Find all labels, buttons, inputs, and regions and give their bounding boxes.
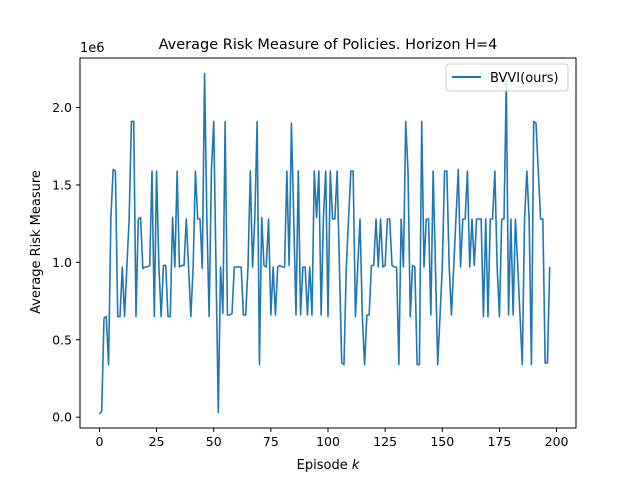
- x-tick-label: 75: [263, 434, 279, 449]
- legend-label: BVVI(ours): [490, 71, 559, 86]
- y-tick-label: 1.0: [52, 255, 72, 270]
- x-axis-label: Episode k: [297, 458, 360, 473]
- x-tick-label: 175: [487, 434, 511, 449]
- y-tick-label: 0.5: [52, 332, 72, 347]
- x-tick-label: 25: [149, 434, 165, 449]
- y-tick-label: 1.5: [52, 177, 72, 192]
- x-tick-label: 0: [95, 434, 103, 449]
- x-tick-label: 100: [316, 434, 340, 449]
- x-tick-label: 125: [373, 434, 397, 449]
- legend: BVVI(ours): [446, 64, 568, 91]
- y-tick-label: 2.0: [52, 100, 72, 115]
- x-axis-label-variable: k: [352, 458, 360, 473]
- x-tick-label: 150: [430, 434, 454, 449]
- chart-title: Average Risk Measure of Policies. Horizo…: [159, 37, 498, 53]
- y-axis-offset-label: 1e6: [80, 41, 105, 56]
- x-tick-label: 200: [545, 434, 569, 449]
- x-axis-label-main: Episode: [297, 458, 352, 473]
- y-axis-label: Average Risk Measure: [29, 170, 44, 314]
- x-tick-label: 50: [206, 434, 222, 449]
- y-tick-label: 0.0: [52, 410, 72, 425]
